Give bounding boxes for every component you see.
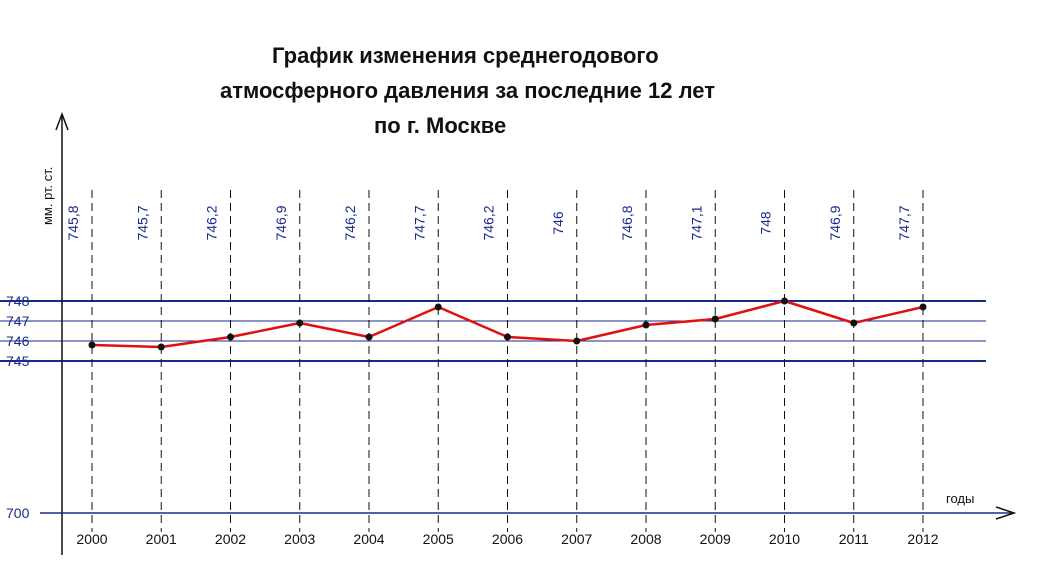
data-point-2009 [711,315,719,323]
data-label-2002: 746,2 [204,205,220,240]
data-label-2011: 746,9 [827,205,843,240]
data-point-2001 [157,343,165,351]
data-label-2009: 747,1 [688,205,704,240]
data-point-2010 [781,297,788,305]
x-tick-label-2007: 2007 [561,531,592,547]
grid-lines [0,300,986,362]
data-markers [88,297,927,351]
x-axis-arrow [995,506,1017,520]
data-label-2007: 746 [550,211,566,235]
y-tick-label-747: 747 [6,313,30,329]
data-label-2008: 746,8 [619,205,635,240]
y-tick-label-700: 700 [6,505,30,521]
y-tick-label-748: 748 [6,293,30,309]
x-tick-label-2005: 2005 [423,531,454,547]
data-label-2005: 747,7 [411,205,427,240]
y-tick-label-746: 746 [6,333,30,349]
data-point-2004 [365,333,373,341]
x-tick-label-2000: 2000 [76,531,107,547]
y-tick-label-745: 745 [6,353,30,369]
axes [40,111,1017,555]
data-point-2000 [88,341,96,349]
data-label-2006: 746,2 [481,205,497,240]
data-labels: 745,8 745,7 746,2 746,9 746,2 747,7 746,2 746 74… [65,205,912,240]
data-point-2003 [296,319,304,327]
x-tick-label-2010: 2010 [769,531,800,547]
x-axis-label: годы [946,491,974,506]
data-label-2004: 746,2 [342,205,358,240]
data-label-2000: 745,8 [65,205,81,240]
data-point-2002 [227,333,234,341]
title-line-1: График изменения среднегодового [272,43,659,68]
x-tick-label-2004: 2004 [353,531,384,547]
y-tick-labels: 748 747 746 745 700 [6,293,30,521]
data-label-2003: 746,9 [273,205,289,240]
title-line-3: по г. Москве [374,113,507,138]
x-tick-label-2003: 2003 [284,531,315,547]
data-label-2012: 747,7 [896,205,912,240]
x-tick-labels: 2000 2001 2002 2003 2004 2005 2006 2007 2008 2009… [76,531,938,547]
data-label-2001: 745,7 [134,205,150,240]
data-label-2010: 748 [758,211,774,235]
x-tick-label-2001: 2001 [146,531,177,547]
x-tick-label-2012: 2012 [907,531,938,547]
x-tick-label-2011: 2011 [839,531,869,547]
y-axis-label: мм. рт. ст. [40,167,55,225]
year-gridlines [91,190,924,532]
data-point-2008 [642,321,650,329]
y-axis-arrow [55,111,69,131]
data-point-2012 [919,303,927,311]
x-tick-label-2006: 2006 [492,531,523,547]
x-tick-label-2009: 2009 [700,531,731,547]
data-point-2005 [434,303,442,311]
x-tick-label-2008: 2008 [630,531,661,547]
data-point-2006 [504,333,511,341]
x-tick-label-2002: 2002 [215,531,246,547]
title-line-2: атмосферного давления за последние 12 ле… [220,78,715,103]
data-point-2011 [850,319,858,327]
data-point-2007 [573,337,581,345]
